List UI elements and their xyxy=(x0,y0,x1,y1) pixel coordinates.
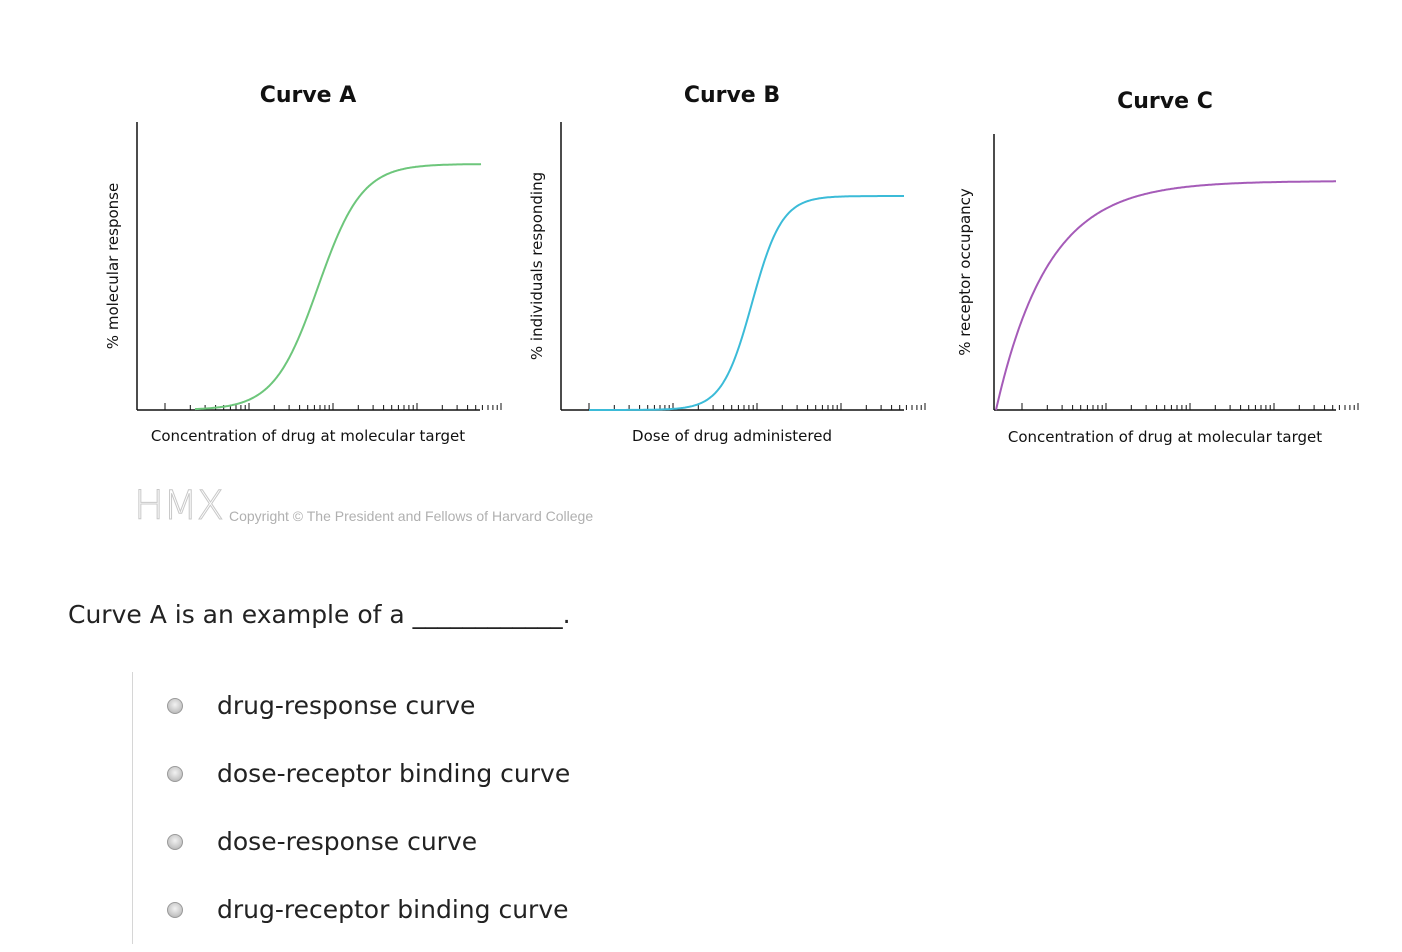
hmx-logo: HMX xyxy=(134,483,225,529)
chart-c-title: Curve C xyxy=(1117,89,1213,114)
radio-button[interactable] xyxy=(167,902,183,918)
chart-a-curve xyxy=(194,163,482,411)
curves-figure: Curve A % molecular response Concentrati… xyxy=(104,83,1359,446)
chart-b-title: Curve B xyxy=(684,83,780,108)
radio-button[interactable] xyxy=(167,834,183,850)
chart-b-x-label: Dose of drug administered xyxy=(632,427,832,445)
answer-option-label: drug-receptor binding curve xyxy=(217,895,569,924)
chart-c-x-label: Concentration of drug at molecular targe… xyxy=(1008,428,1322,446)
copyright-text: Copyright © The President and Fellows of… xyxy=(229,508,594,524)
answer-option-label: dose-receptor binding curve xyxy=(217,759,571,788)
chart-a-x-label: Concentration of drug at molecular targe… xyxy=(151,427,465,445)
chart-curve-a: Curve A % molecular response Concentrati… xyxy=(104,83,502,445)
answer-option[interactable]: dose-receptor binding curve xyxy=(132,740,732,808)
chart-b-ticks xyxy=(588,403,926,410)
chart-curve-c: Curve C % receptor occupancy Concentrati… xyxy=(956,89,1359,446)
chart-a-title: Curve A xyxy=(260,83,357,108)
chart-c-curve xyxy=(995,180,1336,411)
chart-a-ticks xyxy=(164,403,502,410)
radio-button[interactable] xyxy=(167,766,183,782)
chart-curve-b: Curve B % individuals responding Dose of… xyxy=(528,83,926,445)
chart-c-ticks xyxy=(1021,403,1359,410)
answer-options: drug-response curve dose-receptor bindin… xyxy=(132,672,732,944)
chart-a-y-label: % molecular response xyxy=(104,183,122,349)
answer-option[interactable]: dose-response curve xyxy=(132,808,732,876)
question-prompt: Curve A is an example of a ____________. xyxy=(68,600,571,629)
answer-option-label: drug-response curve xyxy=(217,691,476,720)
chart-b-y-label: % individuals responding xyxy=(528,172,546,360)
chart-c-y-label: % receptor occupancy xyxy=(956,188,974,356)
answer-option[interactable]: drug-response curve xyxy=(132,672,732,740)
chart-b-curve xyxy=(589,195,904,411)
hmx-watermark: HMX Copyright © The President and Fellow… xyxy=(134,483,594,529)
answer-option[interactable]: drug-receptor binding curve xyxy=(132,876,732,944)
answer-option-label: dose-response curve xyxy=(217,827,478,856)
radio-button[interactable] xyxy=(167,698,183,714)
